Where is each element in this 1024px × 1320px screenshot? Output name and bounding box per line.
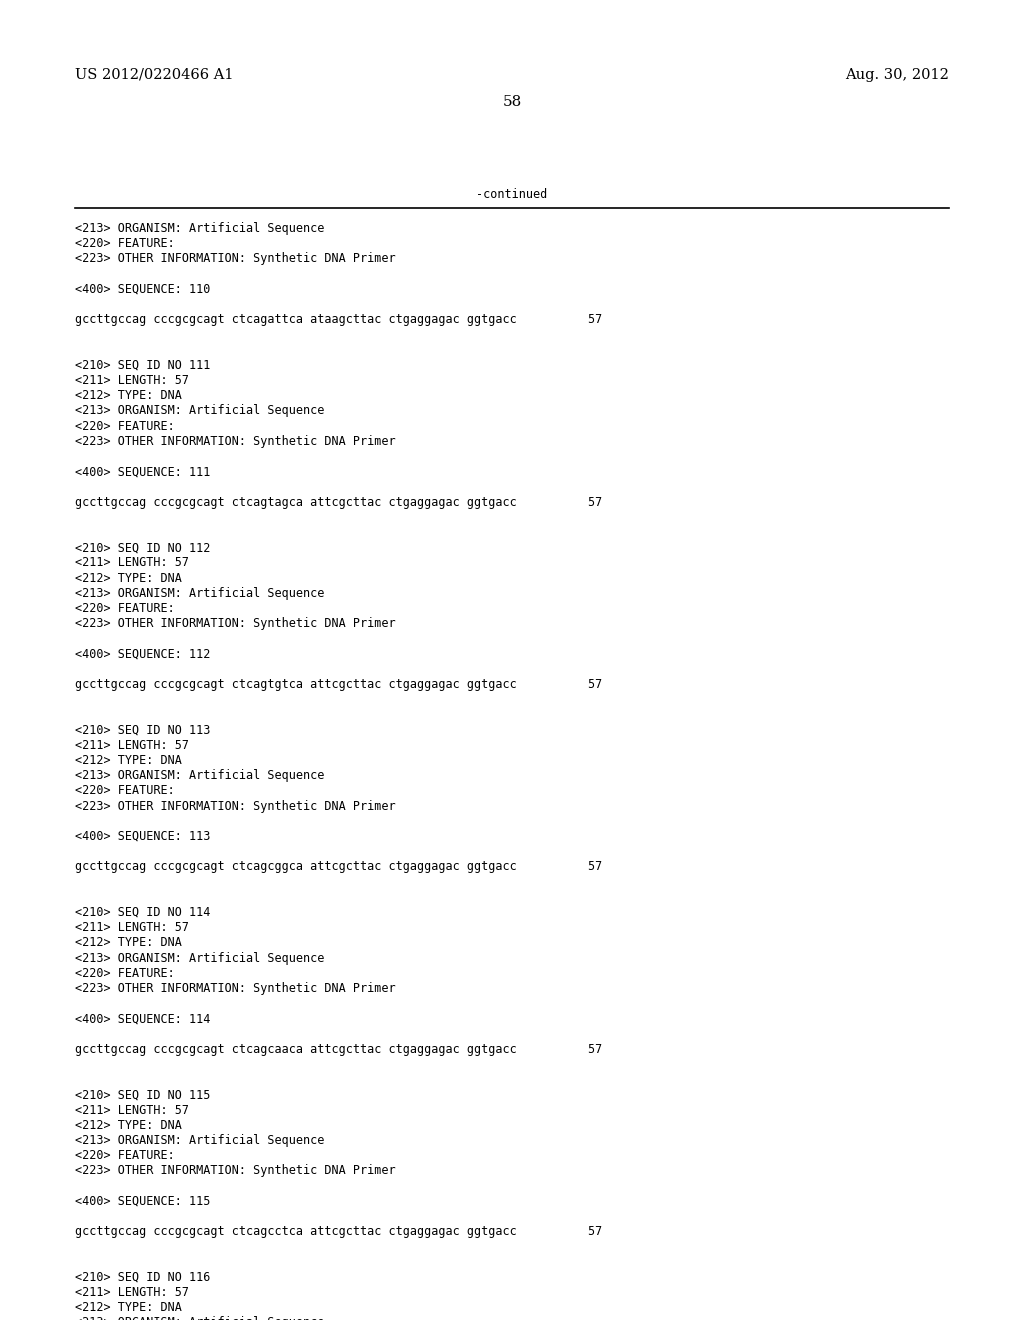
Text: <211> LENGTH: 57: <211> LENGTH: 57 [75,557,189,569]
Text: gccttgccag cccgcgcagt ctcagcaaca attcgcttac ctgaggagac ggtgacc          57: gccttgccag cccgcgcagt ctcagcaaca attcgct… [75,1043,602,1056]
Text: <212> TYPE: DNA: <212> TYPE: DNA [75,754,182,767]
Text: <212> TYPE: DNA: <212> TYPE: DNA [75,1119,182,1131]
Text: <220> FEATURE:: <220> FEATURE: [75,784,175,797]
Text: <223> OTHER INFORMATION: Synthetic DNA Primer: <223> OTHER INFORMATION: Synthetic DNA P… [75,982,395,995]
Text: <213> ORGANISM: Artificial Sequence: <213> ORGANISM: Artificial Sequence [75,587,325,599]
Text: gccttgccag cccgcgcagt ctcagattca ataagcttac ctgaggagac ggtgacc          57: gccttgccag cccgcgcagt ctcagattca ataagct… [75,313,602,326]
Text: <212> TYPE: DNA: <212> TYPE: DNA [75,1302,182,1315]
Text: <223> OTHER INFORMATION: Synthetic DNA Primer: <223> OTHER INFORMATION: Synthetic DNA P… [75,252,395,265]
Text: <210> SEQ ID NO 114: <210> SEQ ID NO 114 [75,906,210,919]
Text: 58: 58 [503,95,521,110]
Text: <220> FEATURE:: <220> FEATURE: [75,602,175,615]
Text: <400> SEQUENCE: 113: <400> SEQUENCE: 113 [75,830,210,843]
Text: <400> SEQUENCE: 111: <400> SEQUENCE: 111 [75,465,210,478]
Text: <210> SEQ ID NO 113: <210> SEQ ID NO 113 [75,723,210,737]
Text: <210> SEQ ID NO 112: <210> SEQ ID NO 112 [75,541,210,554]
Text: <223> OTHER INFORMATION: Synthetic DNA Primer: <223> OTHER INFORMATION: Synthetic DNA P… [75,618,395,630]
Text: <220> FEATURE:: <220> FEATURE: [75,966,175,979]
Text: <400> SEQUENCE: 114: <400> SEQUENCE: 114 [75,1012,210,1026]
Text: <213> ORGANISM: Artificial Sequence: <213> ORGANISM: Artificial Sequence [75,404,325,417]
Text: US 2012/0220466 A1: US 2012/0220466 A1 [75,69,233,82]
Text: <220> FEATURE:: <220> FEATURE: [75,1150,175,1162]
Text: <213> ORGANISM: Artificial Sequence: <213> ORGANISM: Artificial Sequence [75,952,325,965]
Text: <212> TYPE: DNA: <212> TYPE: DNA [75,389,182,403]
Text: <213> ORGANISM: Artificial Sequence: <213> ORGANISM: Artificial Sequence [75,222,325,235]
Text: <220> FEATURE:: <220> FEATURE: [75,238,175,251]
Text: gccttgccag cccgcgcagt ctcagcctca attcgcttac ctgaggagac ggtgacc          57: gccttgccag cccgcgcagt ctcagcctca attcgct… [75,1225,602,1238]
Text: gccttgccag cccgcgcagt ctcagcggca attcgcttac ctgaggagac ggtgacc          57: gccttgccag cccgcgcagt ctcagcggca attcgct… [75,861,602,874]
Text: <223> OTHER INFORMATION: Synthetic DNA Primer: <223> OTHER INFORMATION: Synthetic DNA P… [75,434,395,447]
Text: <213> ORGANISM: Artificial Sequence: <213> ORGANISM: Artificial Sequence [75,770,325,783]
Text: <220> FEATURE:: <220> FEATURE: [75,420,175,433]
Text: gccttgccag cccgcgcagt ctcagtagca attcgcttac ctgaggagac ggtgacc          57: gccttgccag cccgcgcagt ctcagtagca attcgct… [75,495,602,508]
Text: <223> OTHER INFORMATION: Synthetic DNA Primer: <223> OTHER INFORMATION: Synthetic DNA P… [75,1164,395,1177]
Text: <213> ORGANISM: Artificial Sequence: <213> ORGANISM: Artificial Sequence [75,1316,325,1320]
Text: <212> TYPE: DNA: <212> TYPE: DNA [75,936,182,949]
Text: -continued: -continued [476,187,548,201]
Text: <400> SEQUENCE: 110: <400> SEQUENCE: 110 [75,282,210,296]
Text: <211> LENGTH: 57: <211> LENGTH: 57 [75,1104,189,1117]
Text: <210> SEQ ID NO 111: <210> SEQ ID NO 111 [75,359,210,372]
Text: Aug. 30, 2012: Aug. 30, 2012 [845,69,949,82]
Text: <212> TYPE: DNA: <212> TYPE: DNA [75,572,182,585]
Text: <210> SEQ ID NO 115: <210> SEQ ID NO 115 [75,1089,210,1101]
Text: <400> SEQUENCE: 112: <400> SEQUENCE: 112 [75,648,210,660]
Text: <211> LENGTH: 57: <211> LENGTH: 57 [75,739,189,752]
Text: <400> SEQUENCE: 115: <400> SEQUENCE: 115 [75,1195,210,1208]
Text: gccttgccag cccgcgcagt ctcagtgtca attcgcttac ctgaggagac ggtgacc          57: gccttgccag cccgcgcagt ctcagtgtca attcgct… [75,678,602,690]
Text: <211> LENGTH: 57: <211> LENGTH: 57 [75,1286,189,1299]
Text: <223> OTHER INFORMATION: Synthetic DNA Primer: <223> OTHER INFORMATION: Synthetic DNA P… [75,800,395,813]
Text: <211> LENGTH: 57: <211> LENGTH: 57 [75,374,189,387]
Text: <211> LENGTH: 57: <211> LENGTH: 57 [75,921,189,935]
Text: <210> SEQ ID NO 116: <210> SEQ ID NO 116 [75,1271,210,1284]
Text: <213> ORGANISM: Artificial Sequence: <213> ORGANISM: Artificial Sequence [75,1134,325,1147]
